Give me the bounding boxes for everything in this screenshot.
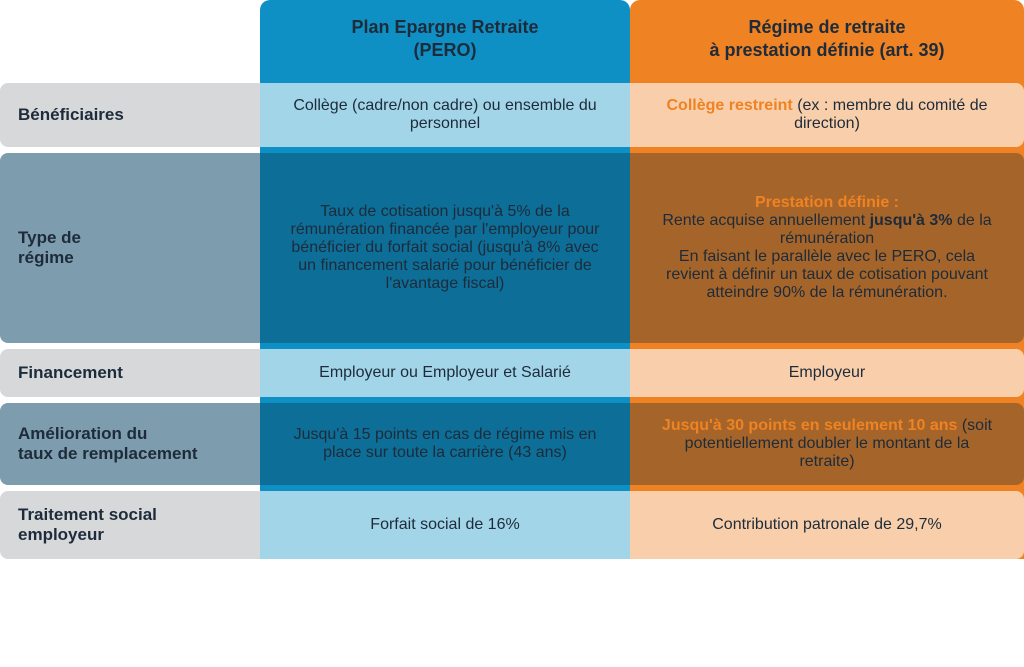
header-art39-line2: à prestation définie (art. 39) — [709, 39, 944, 62]
row-type-pero: Taux de cotisation jusqu'à 5% de la rému… — [260, 153, 630, 343]
row-type-label: Type de régime — [0, 153, 260, 343]
comparison-table: Plan Epargne Retraite (PERO) Régime de r… — [0, 0, 1024, 559]
row-traitement-art39: Contribution patronale de 29,7% — [630, 491, 1024, 559]
grid: Plan Epargne Retraite (PERO) Régime de r… — [0, 0, 1024, 559]
row-amelioration-pero: Jusqu'à 15 points en cas de régime mis e… — [260, 403, 630, 485]
row-type-art39-p2: En faisant le parallèle avec le PERO, ce… — [658, 248, 996, 302]
row-type-art39-hl: Prestation définie : — [755, 194, 899, 211]
row-traitement-label: Traitement social employeur — [0, 491, 260, 559]
row-amelioration-art39: Jusqu'à 30 points en seulement 10 ans (s… — [630, 403, 1024, 485]
row-financement-pero: Employeur ou Employeur et Salarié — [260, 349, 630, 397]
header-art39-line1: Régime de retraite — [748, 16, 905, 39]
row-amelioration-label-text: Amélioration du taux de remplacement — [18, 424, 198, 464]
row-financement-pero-text: Employeur ou Employeur et Salarié — [288, 364, 602, 382]
row-financement-label-text: Financement — [18, 363, 123, 383]
row-traitement-pero: Forfait social de 16% — [260, 491, 630, 559]
row-beneficiaires-pero: Collège (cadre/non cadre) ou ensemble du… — [260, 83, 630, 147]
row-amelioration-art39-hl: Jusqu'à 30 points en seulement 10 ans — [662, 417, 957, 434]
row-traitement-pero-text: Forfait social de 16% — [288, 516, 602, 534]
row-beneficiaires-pero-text: Collège (cadre/non cadre) ou ensemble du… — [288, 97, 602, 133]
row-traitement-label-text: Traitement social employeur — [18, 505, 157, 545]
header-pero-line1: Plan Epargne Retraite — [351, 16, 538, 39]
row-beneficiaires-label-text: Bénéficiaires — [18, 105, 124, 125]
row-amelioration-pero-text: Jusqu'à 15 points en cas de régime mis e… — [288, 426, 602, 462]
row-beneficiaires-label: Bénéficiaires — [0, 83, 260, 147]
row-financement-art39-text: Employeur — [658, 364, 996, 382]
header-pero: Plan Epargne Retraite (PERO) — [260, 0, 630, 77]
row-type-art39: Prestation définie : Rente acquise annue… — [630, 153, 1024, 343]
row-financement-label: Financement — [0, 349, 260, 397]
row-amelioration-label: Amélioration du taux de remplacement — [0, 403, 260, 485]
row-financement-art39: Employeur — [630, 349, 1024, 397]
header-art39: Régime de retraite à prestation définie … — [630, 0, 1024, 77]
header-empty — [0, 0, 260, 77]
row-type-art39-p1b: jusqu'à 3% — [870, 212, 953, 229]
header-pero-line2: (PERO) — [414, 39, 477, 62]
row-traitement-art39-text: Contribution patronale de 29,7% — [658, 516, 996, 534]
row-beneficiaires-art39-hl: Collège restreint — [666, 97, 792, 114]
row-beneficiaires-art39-rest: (ex : membre du comité de direction) — [793, 97, 988, 132]
row-type-label-text: Type de régime — [18, 228, 81, 268]
row-beneficiaires-art39: Collège restreint (ex : membre du comité… — [630, 83, 1024, 147]
row-type-art39-p1a: Rente acquise annuellement — [662, 212, 869, 229]
row-type-pero-text: Taux de cotisation jusqu'à 5% de la rému… — [288, 203, 602, 293]
